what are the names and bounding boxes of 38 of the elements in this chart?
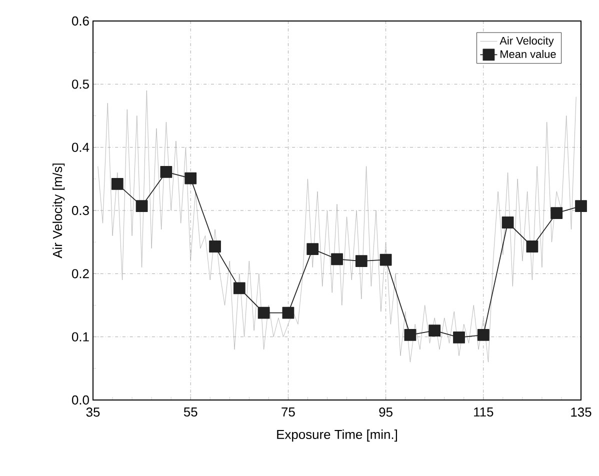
point [453, 332, 465, 344]
point [136, 200, 148, 212]
y-tick-label: 0.4 [72, 142, 90, 152]
x-tick-label: 35 [86, 408, 100, 417]
point [331, 253, 343, 266]
point [258, 306, 270, 319]
point [502, 216, 514, 228]
y-tick-label: 0.5 [72, 80, 89, 89]
point [428, 324, 441, 336]
x-tick-label: 55 [184, 408, 198, 417]
point [404, 328, 416, 341]
point [526, 240, 538, 252]
point [233, 282, 246, 294]
y-tick-label: 0.2 [72, 269, 89, 278]
point [380, 254, 392, 266]
point [184, 172, 197, 184]
x-tick-label: 115 [474, 408, 494, 417]
point [550, 207, 563, 219]
y-axis-title: Air Velocity [m/s] [52, 164, 65, 258]
point [209, 240, 221, 252]
y-tick-label: 0.3 [72, 206, 89, 216]
point [160, 166, 172, 178]
x-axis-title: Exposure Time [min.] [277, 430, 397, 442]
point [306, 243, 319, 255]
line-series [98, 90, 576, 362]
point [355, 255, 368, 267]
point [111, 178, 124, 190]
x-tick-label: 135 [571, 408, 592, 417]
point [282, 306, 294, 319]
legend-label: Mean value [500, 50, 556, 58]
y-tick-label: 0.1 [72, 332, 89, 342]
x-tick-label: 75 [282, 408, 295, 417]
x-tick-label: 95 [379, 408, 392, 417]
legend-label: Air Velocity [500, 36, 554, 47]
point [575, 200, 587, 212]
y-tick-label: 0.0 [72, 395, 89, 405]
y-tick-label: 0.6 [72, 16, 89, 26]
point [477, 328, 490, 341]
